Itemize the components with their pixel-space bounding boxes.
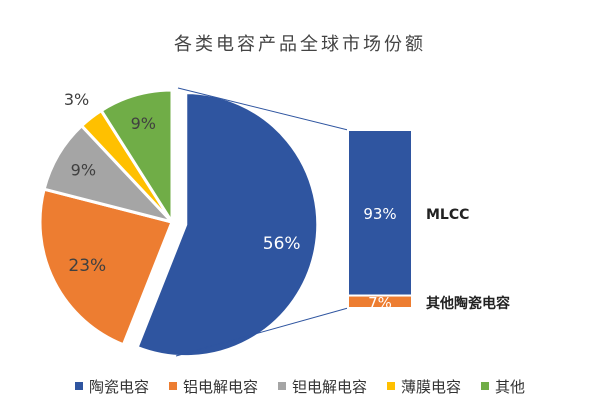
legend-swatch-5 xyxy=(481,382,489,390)
connector-line-top xyxy=(177,87,349,131)
bar-segment-name-2: 其他陶瓷电容 xyxy=(426,295,510,312)
pie-slice-label-4: 3% xyxy=(64,90,89,109)
legend-label-3: 钽电解电容 xyxy=(292,378,367,396)
legend-label-2: 铝电解电容 xyxy=(183,378,258,396)
pie-chart: 56% 23% 9% 3% 9% xyxy=(38,88,320,359)
pie-slice-label-5: 9% xyxy=(131,114,156,133)
legend: 陶瓷电容 铝电解电容 钽电解电容 薄膜电容 其他 xyxy=(75,378,525,396)
bar-segment-2 xyxy=(347,294,413,310)
legend-swatch-1 xyxy=(75,382,83,390)
bar-segment-value-2: 7% xyxy=(368,294,392,312)
legend-label-5: 其他 xyxy=(495,378,525,396)
bar-segment-value-1: 93% xyxy=(363,205,396,223)
breakdown-bar: 93% MLCC 7% 其他陶瓷电容 xyxy=(347,129,510,312)
bar-segment-1 xyxy=(347,129,413,297)
connector-lines xyxy=(175,87,349,357)
pie-slice-2 xyxy=(38,187,175,347)
legend-label-4: 薄膜电容 xyxy=(401,378,461,396)
legend-swatch-2 xyxy=(169,382,177,390)
legend-swatch-3 xyxy=(278,382,286,390)
pie-slice-label-1: 56% xyxy=(263,234,301,254)
legend-label-1: 陶瓷电容 xyxy=(89,378,149,396)
pie-slice-label-3: 9% xyxy=(71,161,96,180)
pie-slice-5 xyxy=(99,88,174,228)
pie-slice-label-2: 23% xyxy=(68,256,106,276)
connector-line-bottom xyxy=(175,307,349,357)
bar-segment-name-1: MLCC xyxy=(426,207,469,223)
pie-slice-1 xyxy=(135,91,320,359)
chart-title: 各类电容产品全球市场份额 xyxy=(174,34,426,55)
legend-swatch-4 xyxy=(387,382,395,390)
